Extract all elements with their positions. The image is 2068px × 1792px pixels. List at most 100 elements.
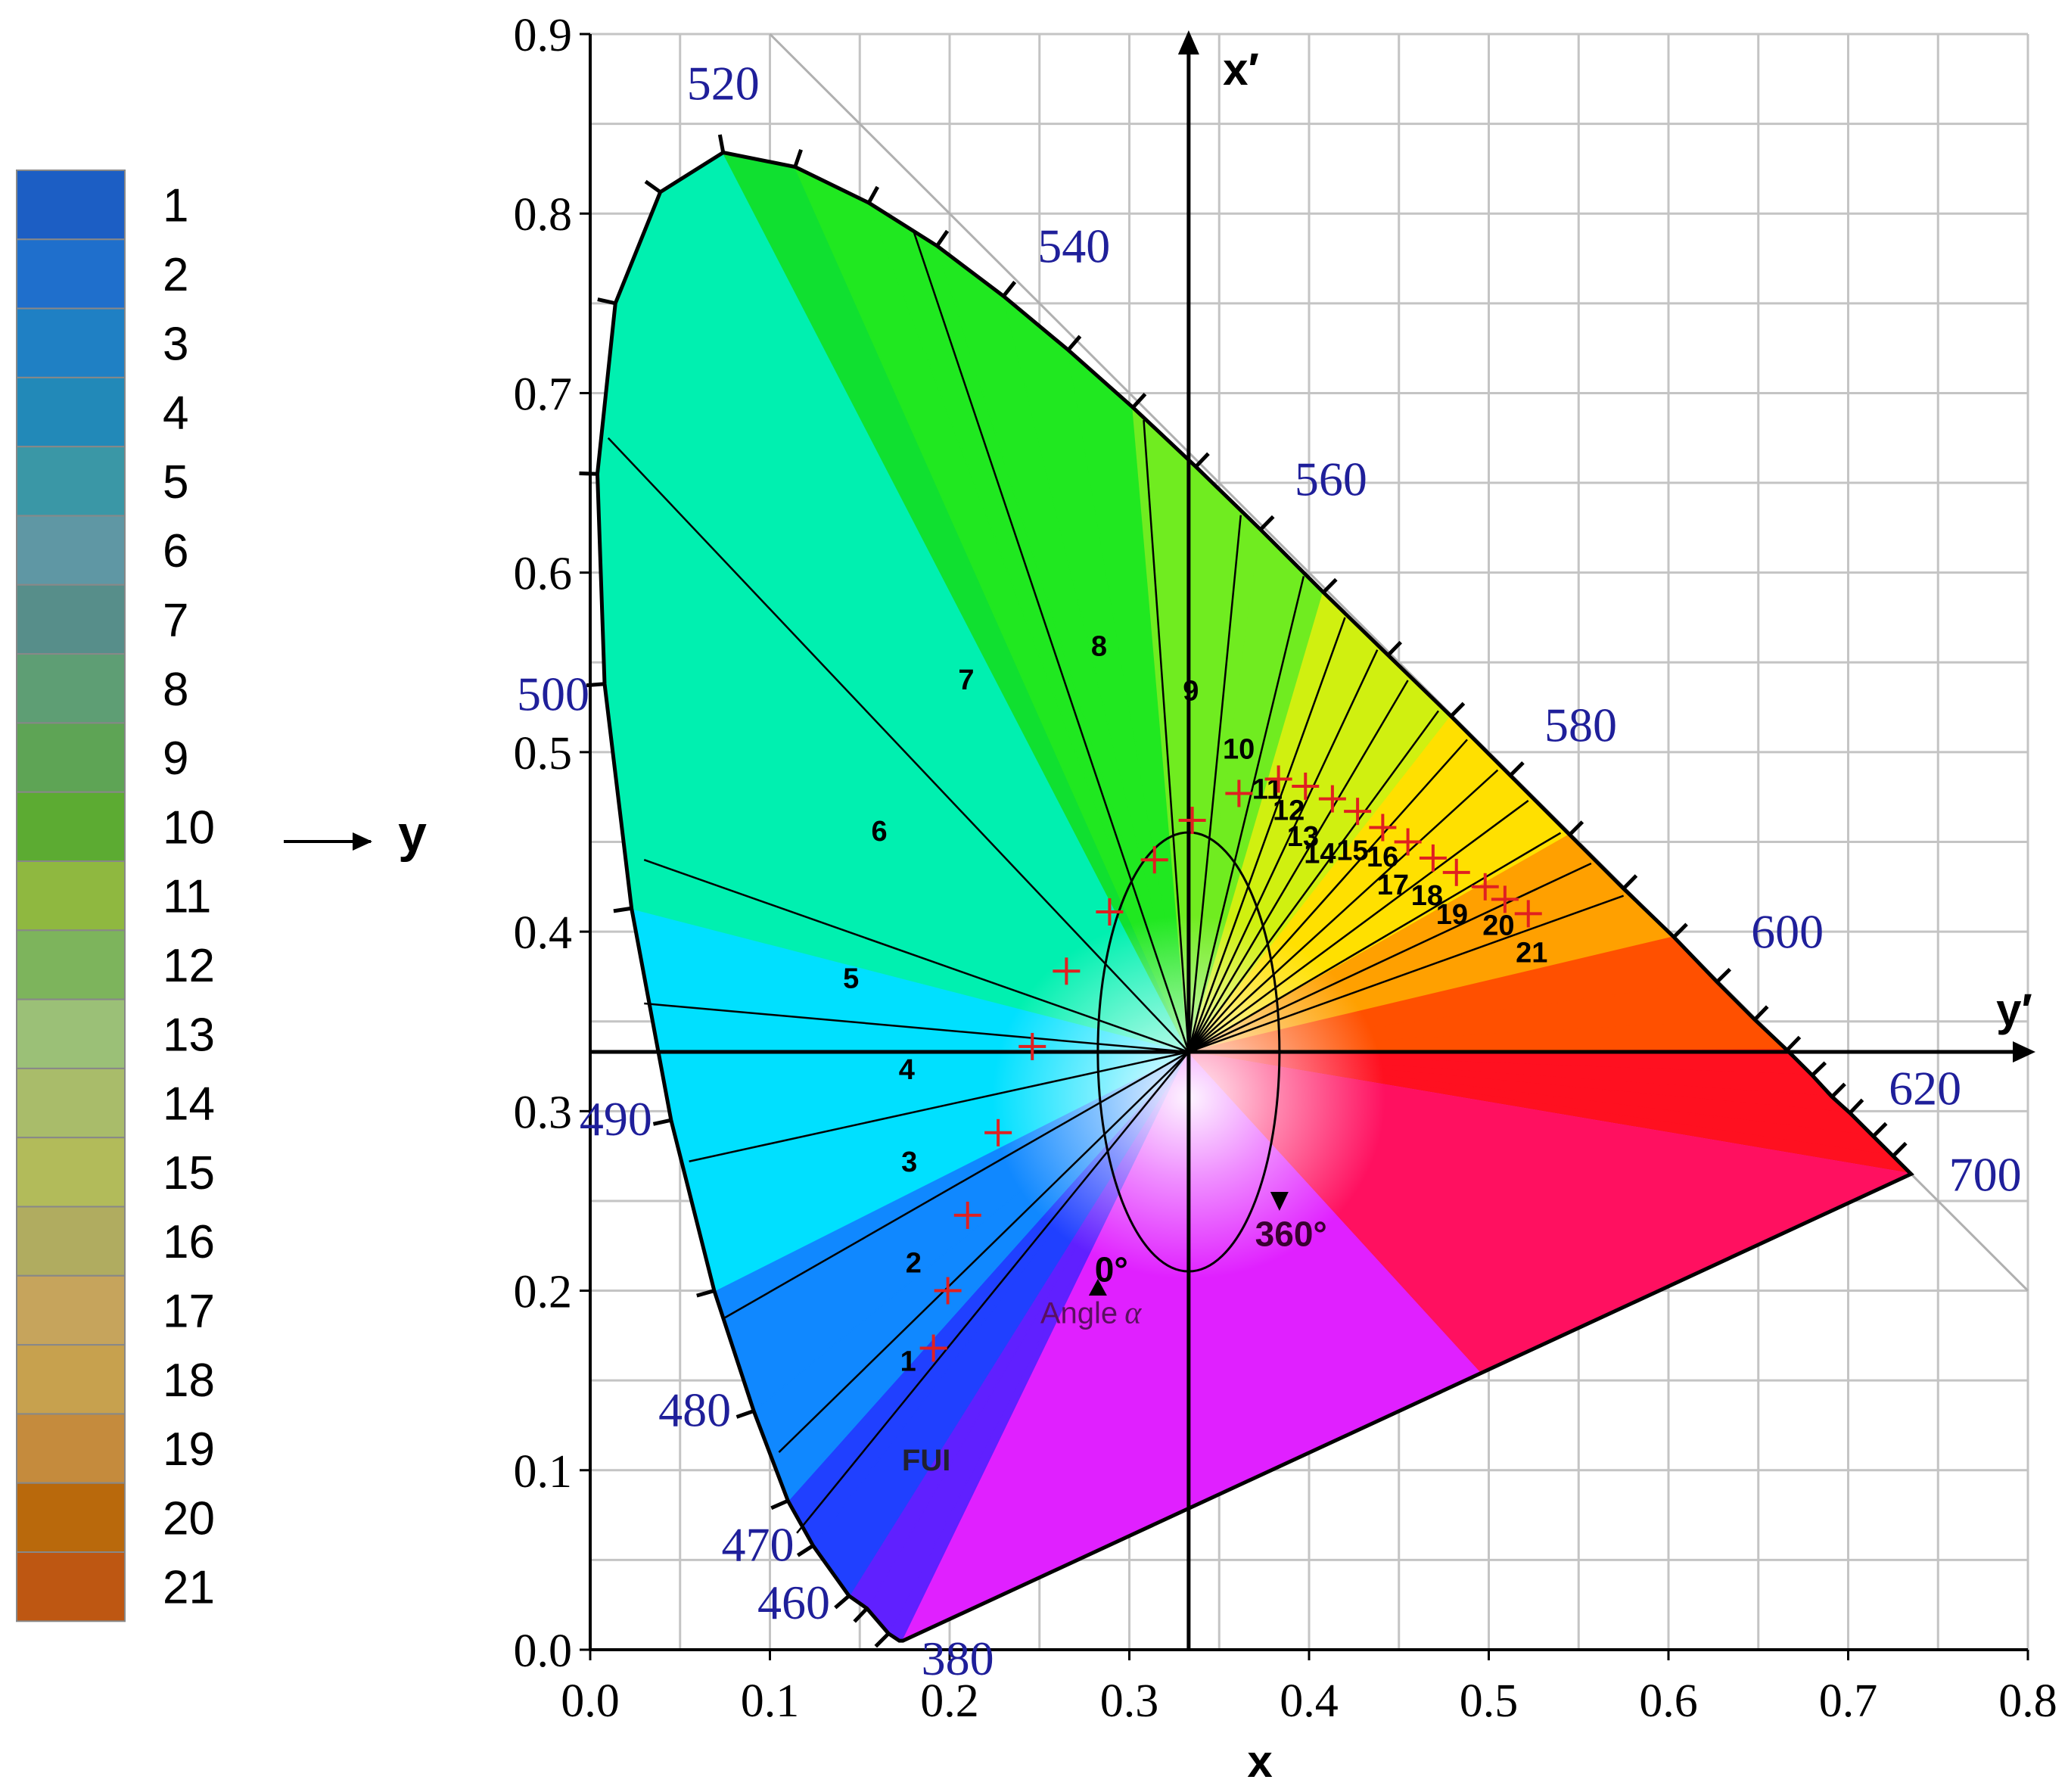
legend-label: 16 bbox=[163, 1216, 215, 1268]
legend-swatch bbox=[16, 583, 126, 655]
legend-swatch bbox=[16, 1413, 126, 1484]
legend-swatch bbox=[16, 1344, 126, 1415]
wavelength-tick bbox=[853, 1607, 869, 1623]
wavelength-tick bbox=[1622, 874, 1638, 890]
wavelength-label: 380 bbox=[922, 1632, 994, 1685]
wavelength-tick bbox=[644, 179, 662, 194]
wavelength-tick bbox=[770, 1498, 789, 1510]
fui-boundary-line bbox=[1188, 862, 1592, 1053]
angle-symbol: α bbox=[1124, 1296, 1142, 1330]
x-tick-label: 0.2 bbox=[920, 1675, 979, 1727]
fui-class-label: 21 bbox=[1516, 938, 1547, 969]
fui-boundary-line bbox=[913, 231, 1190, 1053]
wavelength-tick bbox=[1322, 577, 1338, 594]
legend-label: 18 bbox=[163, 1355, 215, 1407]
x-tick-label: 0.1 bbox=[741, 1675, 800, 1727]
spectral-locus-fill bbox=[597, 152, 1911, 1641]
wavelength-label: 470 bbox=[722, 1517, 795, 1571]
wavelength-tick bbox=[1715, 967, 1732, 984]
wavelength-tick bbox=[1194, 452, 1210, 468]
x-tick-label: 0.3 bbox=[1100, 1675, 1159, 1727]
legend-label: 14 bbox=[163, 1078, 215, 1131]
fui-class-label: 5 bbox=[843, 963, 859, 995]
fui-class-label: 1 bbox=[900, 1346, 916, 1378]
legend-label: 8 bbox=[163, 664, 188, 716]
fui-boundary-line bbox=[1188, 832, 1562, 1053]
angle-annotation: 0° 360° Angle α bbox=[1040, 831, 1327, 1330]
fui-class-label: 6 bbox=[871, 816, 887, 848]
wavelength-label: 490 bbox=[580, 1092, 652, 1146]
wavelength-label: 540 bbox=[1037, 219, 1110, 272]
shifted-y-axis-label: y′ bbox=[1996, 985, 2032, 1035]
wavelength-label: 620 bbox=[1889, 1061, 1961, 1115]
wavelength-tick bbox=[796, 1544, 814, 1557]
wavelength-tick bbox=[1849, 1098, 1864, 1115]
legend-swatch bbox=[16, 1206, 126, 1277]
wavelength-tick bbox=[696, 1289, 715, 1298]
y-tick-label: 0.9 bbox=[514, 10, 573, 61]
x-tick-label: 0.8 bbox=[1998, 1675, 2057, 1727]
wavelength-ticks bbox=[579, 134, 1908, 1648]
wavelength-tick bbox=[1785, 1035, 1802, 1052]
legend-label: 7 bbox=[163, 594, 188, 646]
wavelength-tick bbox=[935, 229, 950, 247]
fui-class-label: 16 bbox=[1367, 842, 1398, 873]
y-tick-label: 0.7 bbox=[514, 369, 573, 420]
legend-swatch bbox=[16, 376, 126, 448]
fui-class-label: 8 bbox=[1091, 631, 1107, 663]
angle-start-label: 0° bbox=[1095, 1250, 1128, 1290]
wavelength-tick bbox=[613, 906, 633, 913]
fui-boundary-line bbox=[607, 437, 1189, 1053]
fui-markers bbox=[919, 765, 1542, 1362]
fui-class-label: 13 bbox=[1287, 821, 1319, 853]
wavelength-label: 700 bbox=[1949, 1147, 2022, 1201]
legend-label: 4 bbox=[163, 387, 188, 440]
legend-label: 9 bbox=[163, 733, 188, 785]
wavelength-label: 520 bbox=[687, 57, 760, 110]
legend-swatch bbox=[16, 307, 126, 378]
wavelength-tick bbox=[1830, 1082, 1846, 1099]
fui-class-label: 20 bbox=[1482, 910, 1514, 942]
fui-boundary-line bbox=[1188, 769, 1499, 1053]
wavelength-tick bbox=[1066, 334, 1082, 352]
fui-class-label: 12 bbox=[1273, 795, 1305, 826]
wavelength-label: 460 bbox=[757, 1576, 830, 1629]
wavelength-tick bbox=[1568, 820, 1584, 836]
wavelength-tick bbox=[1509, 761, 1525, 777]
wavelength-tick bbox=[1811, 1061, 1827, 1077]
y-tick-label: 0.4 bbox=[514, 907, 573, 959]
legend-label: 1 bbox=[163, 180, 188, 232]
legend-label: 19 bbox=[163, 1423, 215, 1476]
fui-boundary-line bbox=[689, 1050, 1189, 1162]
wavelength-tick bbox=[597, 297, 616, 306]
fui-boundary-line bbox=[1187, 515, 1242, 1053]
legend-label: 10 bbox=[163, 801, 215, 854]
y-tick-label: 0.0 bbox=[514, 1626, 573, 1677]
x-tick-label: 0.7 bbox=[1819, 1675, 1878, 1727]
wavelength-label: 580 bbox=[1544, 698, 1617, 752]
fui-class-label: 7 bbox=[958, 664, 974, 696]
angle-arrowhead bbox=[1270, 1192, 1289, 1212]
legend-swatch bbox=[16, 170, 126, 241]
wavelength-tick bbox=[1131, 393, 1147, 409]
legend-label: 6 bbox=[163, 525, 188, 577]
fui-class-label: 10 bbox=[1223, 734, 1255, 766]
fui-class-label: 15 bbox=[1336, 835, 1368, 866]
wavelength-tick bbox=[1386, 640, 1403, 657]
legend-label: 12 bbox=[163, 940, 215, 992]
legend-label: 5 bbox=[163, 456, 188, 509]
fui-boundary-line bbox=[1188, 894, 1625, 1053]
fui-class-label: 4 bbox=[899, 1054, 915, 1086]
fui-class-label: 9 bbox=[1183, 675, 1199, 707]
fui-boundary-line bbox=[778, 1051, 1189, 1453]
legend-arrow bbox=[284, 832, 372, 851]
legend-label: 2 bbox=[163, 249, 188, 301]
y-tick-label: 0.6 bbox=[514, 549, 573, 600]
shifted-y-axis-arrow bbox=[2013, 1041, 2035, 1063]
fui-boundary-line bbox=[1187, 617, 1346, 1053]
legend-swatch bbox=[16, 1482, 126, 1553]
fui-boundary-line bbox=[724, 1050, 1189, 1319]
y-tick-label: 0.3 bbox=[514, 1087, 573, 1138]
fui-boundary-line bbox=[1187, 739, 1468, 1053]
